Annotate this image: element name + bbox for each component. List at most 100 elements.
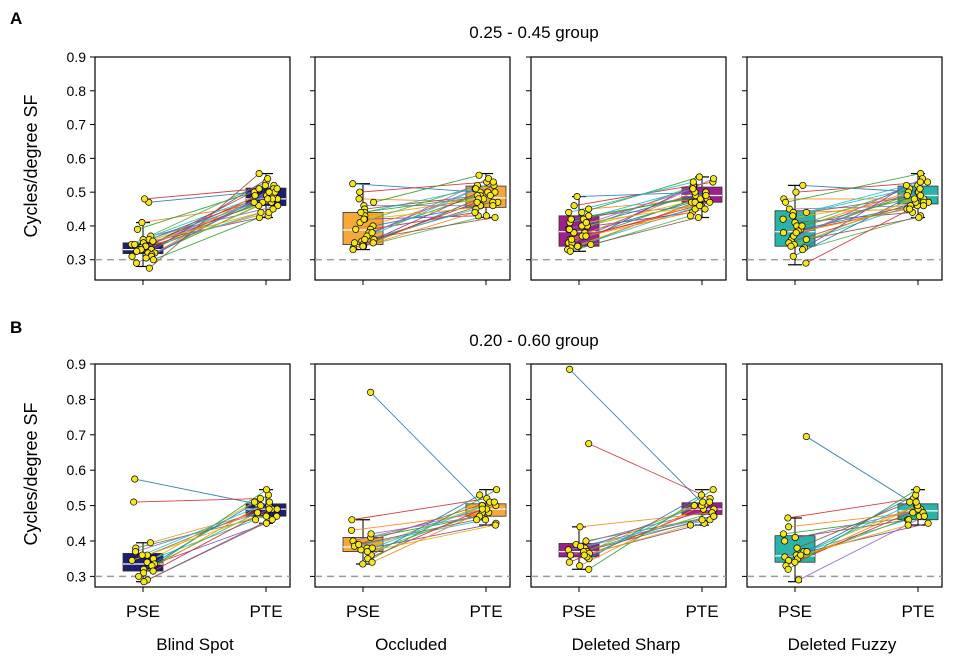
- pte-point-g0-p2: [709, 175, 718, 183]
- pse-point-g1-p3: [784, 565, 792, 573]
- pse-point-g0-p3: [787, 242, 795, 250]
- subject-line-g1-p2: [588, 443, 711, 499]
- pte-point-g0-p1: [489, 202, 497, 210]
- pte-point-g1-p0: [257, 502, 265, 510]
- ytick-label-g0-p0: 0.7: [67, 117, 87, 133]
- panels-layer: 0.3 0.4 0.5 0.6 0.7 0.8 0.9 0.3 0.4 0.5 0.6 0.7 0.8 0…: [67, 49, 943, 621]
- pse-point-g1-p1: [355, 540, 363, 549]
- pte-point-g0-p3: [902, 181, 911, 189]
- pse-point-g1-p0: [143, 558, 151, 566]
- pse-point-g0-p3: [789, 212, 797, 220]
- pse-point-g1-p1: [347, 526, 356, 534]
- pse-point-g0-p1: [352, 225, 360, 233]
- subject-line-g1-p0: [134, 478, 257, 505]
- pse-point-g0-p0: [132, 259, 141, 267]
- pse-point-g1-p1: [363, 548, 371, 556]
- ytick-label-g0-p0: 0.3: [67, 252, 87, 268]
- subject-line-g0-p1: [364, 215, 479, 220]
- pse-point-g0-p2: [565, 208, 573, 216]
- subject-line-g0-p1: [354, 181, 494, 244]
- pse-point-g1-p3: [797, 551, 805, 559]
- subject-line-g0-p1: [373, 174, 480, 203]
- ytick-label-g1-p0: 0.8: [67, 391, 87, 407]
- pte-point-g1-p2: [710, 512, 718, 520]
- pse-point-g1-p0: [146, 539, 154, 547]
- pse-point-g1-p1: [348, 516, 356, 524]
- xtick-label-g1-p1: PTE: [469, 602, 502, 621]
- subject-line-g1-p1: [358, 519, 477, 545]
- pse-point-g0-p2: [573, 192, 581, 201]
- subject-line-g1-p1: [372, 501, 495, 549]
- pte-point-g1-p0: [262, 512, 270, 520]
- pse-point-g0-p2: [574, 242, 582, 250]
- pse-point-g1-p2: [585, 440, 593, 448]
- pse-point-g1-p3: [802, 433, 810, 441]
- group-a-title: 0.25 - 0.45 group: [469, 23, 598, 42]
- pte-point-g1-p3: [904, 521, 912, 529]
- pse-point-g0-p0: [149, 237, 157, 245]
- pse-point-g0-p3: [779, 215, 787, 223]
- pse-point-g1-p1: [359, 560, 367, 568]
- pse-point-g1-p1: [368, 544, 376, 552]
- pte-point-g0-p2: [694, 213, 702, 222]
- pte-point-g1-p1: [491, 521, 500, 529]
- panel-frame-g0-p2: [530, 56, 727, 281]
- pte-point-g1-p1: [492, 486, 501, 494]
- pse-point-g1-p2: [577, 542, 585, 550]
- pte-point-g1-p0: [268, 516, 276, 524]
- pse-point-g0-p2: [582, 232, 590, 240]
- subject-line-g0-p2: [571, 195, 707, 220]
- pse-point-g0-p1: [357, 208, 365, 216]
- pte-point-g0-p2: [702, 191, 710, 200]
- ytick-label-g1-p0: 0.3: [67, 568, 87, 584]
- pte-point-g0-p3: [903, 191, 911, 200]
- panel-frame-g1-p3: [746, 363, 943, 588]
- pse-point-g0-p3: [792, 188, 800, 196]
- pse-point-g1-p2: [565, 558, 573, 566]
- pte-point-g1-p1: [482, 516, 490, 524]
- pse-point-g0-p2: [567, 215, 575, 223]
- pte-point-g1-p0: [251, 516, 260, 524]
- pse-point-g1-p0: [140, 569, 148, 577]
- pse-point-g0-p1: [356, 188, 364, 196]
- xtick-label-g1-p2: PTE: [685, 602, 718, 621]
- pte-point-g0-p0: [255, 170, 263, 178]
- pse-point-g0-p0: [142, 254, 150, 262]
- pte-point-g0-p3: [916, 191, 924, 200]
- pse-point-g0-p0: [145, 264, 153, 272]
- pte-point-g1-p0: [256, 494, 264, 503]
- panel-frame-g0-p3: [746, 56, 943, 281]
- condition-label-occluded: Occluded: [375, 635, 447, 654]
- subject-line-g0-p3: [793, 208, 910, 213]
- pte-point-g1-p2: [690, 502, 698, 510]
- subject-line-g1-p3: [796, 501, 910, 549]
- subject-line-g1-p1: [351, 498, 487, 521]
- pte-point-g0-p0: [269, 205, 277, 213]
- subject-line-g0-p2: [570, 198, 708, 249]
- pte-point-g1-p1: [476, 491, 484, 499]
- pse-point-g0-p2: [570, 202, 578, 210]
- subject-line-g0-p3: [805, 201, 924, 264]
- pse-point-g0-p0: [133, 247, 141, 255]
- pte-point-g0-p3: [910, 195, 918, 203]
- xtick-label-g1-p1: PSE: [346, 602, 380, 621]
- pse-point-g1-p3: [795, 576, 803, 584]
- pte-point-g0-p1: [484, 175, 493, 183]
- panel-frame-g1-p2: [530, 363, 727, 588]
- pte-point-g0-p2: [706, 198, 714, 206]
- pte-point-g1-p0: [273, 505, 281, 513]
- subject-line-g1-p0: [138, 489, 267, 577]
- subject-line-g1-p0: [133, 498, 261, 503]
- pte-point-g0-p2: [695, 173, 703, 181]
- subject-line-g0-p1: [364, 195, 481, 210]
- xtick-label-g1-p0: PSE: [126, 602, 160, 621]
- pte-point-g0-p0: [250, 198, 258, 206]
- pte-point-g1-p3: [912, 498, 920, 506]
- xtick-label-g1-p2: PSE: [562, 602, 596, 621]
- subject-line-g0-p1: [372, 201, 493, 227]
- subject-line-g1-p1: [370, 515, 480, 535]
- ytick-label-g1-p0: 0.4: [67, 533, 87, 549]
- pse-point-g0-p3: [802, 259, 810, 267]
- pse-point-g0-p3: [792, 229, 800, 237]
